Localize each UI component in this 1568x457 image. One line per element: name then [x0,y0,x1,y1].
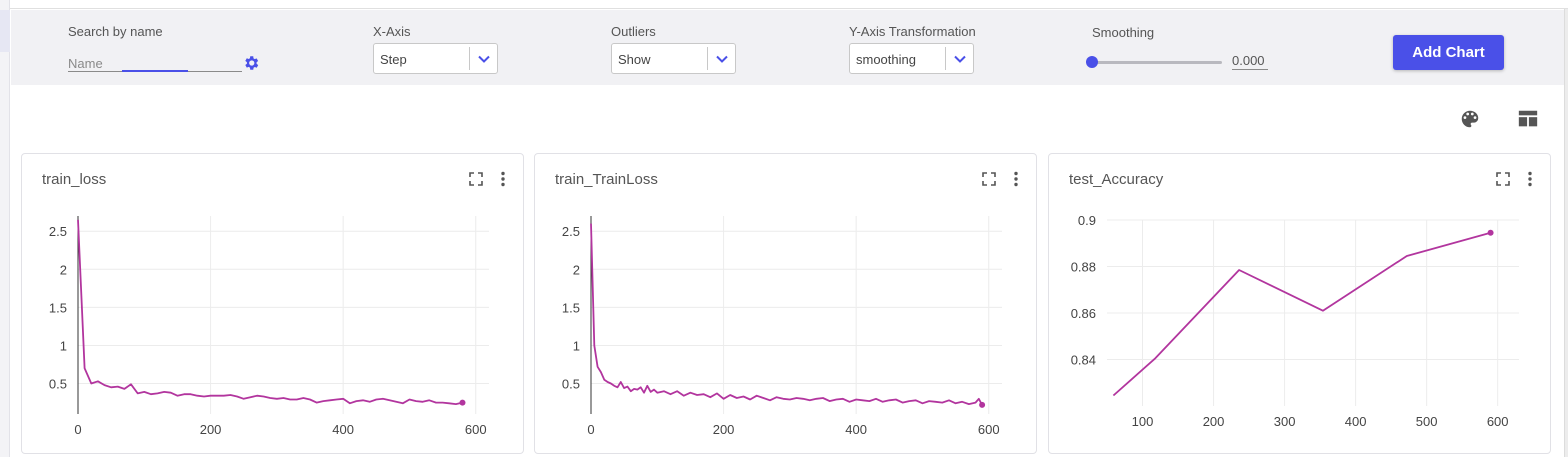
chart-title: train_loss [42,171,107,188]
fullscreen-icon[interactable] [982,172,996,186]
more-vert-icon[interactable] [1527,171,1533,187]
outliers-select[interactable]: Show [611,43,736,74]
x-tick-label: 600 [465,422,487,437]
smoothing-slider-thumb[interactable] [1086,56,1098,68]
smoothing-slider-track[interactable] [1092,61,1222,64]
left-sidebar-strip [0,0,10,457]
chevron-down-icon [478,55,490,63]
chevron-down-icon [716,55,728,63]
y-tick-label: 0.84 [1071,353,1096,368]
y-tick-label: 0.5 [49,377,67,392]
layout-icon[interactable] [1517,108,1539,130]
smoothing-label: Smoothing [1092,25,1155,40]
series-line [77,219,463,406]
search-label: Search by name [68,24,163,39]
x-tick-label: 600 [978,422,1000,437]
y-tick-label: 1 [573,338,580,353]
x-tick-label: 200 [713,422,735,437]
select-divider [945,47,946,70]
x-tick-label: 400 [1345,414,1367,429]
select-divider [707,47,708,70]
fullscreen-icon[interactable] [1496,172,1510,186]
chart-toolbar: Search by name Name X-Axis Step Outliers… [11,10,1564,85]
y-tick-label: 2.5 [562,224,580,239]
search-focus-underline [122,70,188,72]
y-tick-label: 1.5 [49,300,67,315]
y-transform-value: smoothing [856,52,916,67]
smoothing-value-input[interactable]: 0.000 [1232,53,1268,70]
add-chart-button[interactable]: Add Chart [1393,35,1504,70]
chevron-down-icon [954,55,966,63]
y-tick-label: 2 [60,262,67,277]
series-end-point [1487,229,1494,236]
y-tick-label: 2.5 [49,224,67,239]
more-vert-icon[interactable] [1013,171,1019,187]
select-divider [469,47,470,70]
y-tick-label: 0.9 [1078,213,1096,228]
line-chart: 0 200 400 600 0.5 1 1.5 2 2.5 [49,216,489,437]
search-name-input[interactable]: Name [68,54,242,72]
y-tick-label: 0.86 [1071,306,1096,321]
y-tick-label: 0.88 [1071,260,1096,275]
series-end-point [979,401,986,408]
y-tick-label: 0.5 [562,377,580,392]
chart-title: test_Accuracy [1069,171,1164,188]
series-end-point [459,399,466,406]
x-tick-label: 400 [332,422,354,437]
x-tick-label: 100 [1132,414,1154,429]
search-placeholder: Name [68,56,103,71]
outliers-value: Show [618,52,651,67]
chart-card-train-loss: train_loss 0 200 400 600 0.5 1 1.5 2 2.5 [21,153,524,454]
line-chart: 100 200 300 400 500 600 0.84 0.86 0.88 0.9 [1071,213,1519,429]
x-tick-label: 400 [845,422,867,437]
line-chart: 0 200 400 600 0.5 1 1.5 2 2.5 [562,216,1002,437]
series-line [1112,231,1491,397]
more-vert-icon[interactable] [500,171,506,187]
chart-card-train-trainloss: train_TrainLoss 0 200 400 600 0.5 1 1.5 2 2.5 [534,153,1037,454]
y-tick-label: 2 [573,262,580,277]
palette-icon[interactable] [1459,108,1481,130]
y-transform-select[interactable]: smoothing [849,43,974,74]
x-tick-label: 200 [1203,414,1225,429]
y-transform-label: Y-Axis Transformation [849,24,976,39]
x-tick-label: 0 [587,422,594,437]
x-axis-label: X-Axis [373,24,411,39]
y-tick-label: 1.5 [562,300,580,315]
sidebar-active-mark [0,10,10,52]
outliers-label: Outliers [611,24,656,39]
x-tick-label: 200 [200,422,222,437]
scrollbar[interactable] [1564,9,1568,457]
gear-icon[interactable] [242,54,260,72]
y-tick-label: 1 [60,338,67,353]
series-line [590,223,983,406]
fullscreen-icon[interactable] [469,172,483,186]
x-axis-value: Step [380,52,407,67]
x-tick-label: 500 [1416,414,1438,429]
chart-card-test-accuracy: test_Accuracy 100 200 300 400 500 600 0.84 0.86… [1048,153,1551,454]
x-tick-label: 0 [74,422,81,437]
top-border [10,0,1568,9]
x-tick-label: 300 [1274,414,1296,429]
x-axis-select[interactable]: Step [373,43,498,74]
chart-title: train_TrainLoss [555,171,658,188]
x-tick-label: 600 [1487,414,1509,429]
